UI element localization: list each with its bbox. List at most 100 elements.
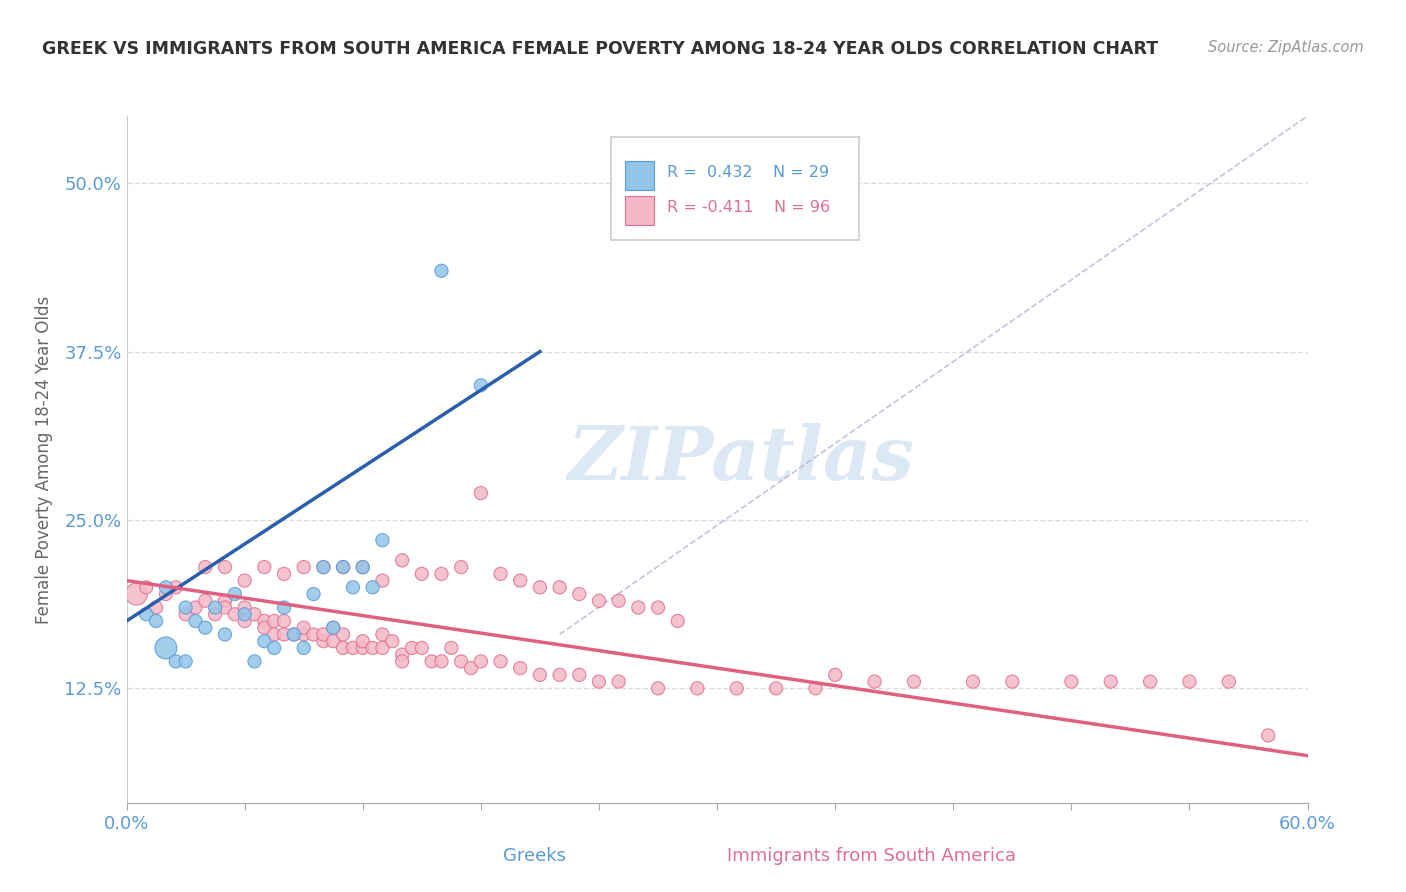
Point	[470, 378, 492, 392]
Point	[470, 654, 492, 668]
Y-axis label: Female Poverty Among 18-24 Year Olds: Female Poverty Among 18-24 Year Olds	[35, 295, 53, 624]
Point	[440, 640, 463, 655]
Text: R = -0.411    N = 96: R = -0.411 N = 96	[668, 200, 831, 215]
Point	[243, 654, 266, 668]
Point	[430, 566, 453, 581]
Point	[1139, 674, 1161, 689]
Point	[647, 681, 669, 696]
Point	[174, 654, 197, 668]
Point	[1060, 674, 1083, 689]
Point	[460, 661, 482, 675]
Point	[391, 553, 413, 567]
Point	[361, 640, 384, 655]
Point	[194, 560, 217, 574]
Point	[411, 640, 433, 655]
Point	[411, 566, 433, 581]
Point	[371, 640, 394, 655]
Point	[381, 634, 404, 648]
Point	[322, 621, 344, 635]
Point	[420, 654, 443, 668]
Point	[322, 634, 344, 648]
Text: Greeks: Greeks	[503, 847, 565, 865]
Text: ZIPatlas: ZIPatlas	[567, 423, 914, 496]
Point	[283, 627, 305, 641]
Point	[509, 574, 531, 588]
Point	[588, 594, 610, 608]
Bar	[624, 196, 654, 225]
Point	[253, 560, 276, 574]
Point	[332, 640, 354, 655]
Point	[243, 607, 266, 622]
Point	[253, 634, 276, 648]
Point	[686, 681, 709, 696]
Point	[627, 600, 650, 615]
Point	[312, 560, 335, 574]
Point	[273, 627, 295, 641]
Point	[489, 566, 512, 581]
Text: GREEK VS IMMIGRANTS FROM SOUTH AMERICA FEMALE POVERTY AMONG 18-24 YEAR OLDS CORR: GREEK VS IMMIGRANTS FROM SOUTH AMERICA F…	[42, 40, 1159, 58]
Point	[204, 607, 226, 622]
Point	[1099, 674, 1122, 689]
Point	[233, 607, 256, 622]
Point	[302, 627, 325, 641]
Point	[145, 614, 167, 628]
Text: Immigrants from South America: Immigrants from South America	[727, 847, 1017, 865]
Point	[292, 621, 315, 635]
Point	[135, 607, 157, 622]
Point	[125, 587, 148, 601]
Point	[214, 560, 236, 574]
Point	[233, 600, 256, 615]
Point	[263, 614, 285, 628]
Point	[391, 654, 413, 668]
Point	[273, 600, 295, 615]
Point	[1178, 674, 1201, 689]
Point	[352, 560, 374, 574]
Point	[666, 614, 689, 628]
Point	[312, 634, 335, 648]
Bar	[624, 161, 654, 190]
Point	[233, 574, 256, 588]
Point	[1218, 674, 1240, 689]
Point	[214, 627, 236, 641]
Point	[548, 668, 571, 682]
Point	[450, 560, 472, 574]
Point	[194, 621, 217, 635]
Point	[371, 627, 394, 641]
Point	[263, 640, 285, 655]
Point	[263, 627, 285, 641]
Point	[863, 674, 886, 689]
Point	[489, 654, 512, 668]
Point	[174, 607, 197, 622]
Point	[155, 587, 177, 601]
Point	[332, 560, 354, 574]
Point	[292, 627, 315, 641]
Point	[184, 600, 207, 615]
Point	[273, 566, 295, 581]
Point	[145, 600, 167, 615]
Point	[607, 594, 630, 608]
Point	[214, 600, 236, 615]
Point	[588, 674, 610, 689]
FancyBboxPatch shape	[610, 136, 859, 240]
Point	[155, 580, 177, 594]
Point	[204, 600, 226, 615]
Point	[253, 621, 276, 635]
Point	[568, 668, 591, 682]
Point	[322, 621, 344, 635]
Point	[509, 661, 531, 675]
Point	[607, 674, 630, 689]
Point	[725, 681, 748, 696]
Point	[903, 674, 925, 689]
Point	[292, 560, 315, 574]
Point	[352, 634, 374, 648]
Point	[312, 560, 335, 574]
Point	[765, 681, 787, 696]
Point	[165, 580, 187, 594]
Point	[165, 654, 187, 668]
Point	[332, 627, 354, 641]
Point	[371, 574, 394, 588]
Text: Source: ZipAtlas.com: Source: ZipAtlas.com	[1208, 40, 1364, 55]
Point	[962, 674, 984, 689]
Text: R =  0.432    N = 29: R = 0.432 N = 29	[668, 165, 830, 180]
Point	[529, 668, 551, 682]
